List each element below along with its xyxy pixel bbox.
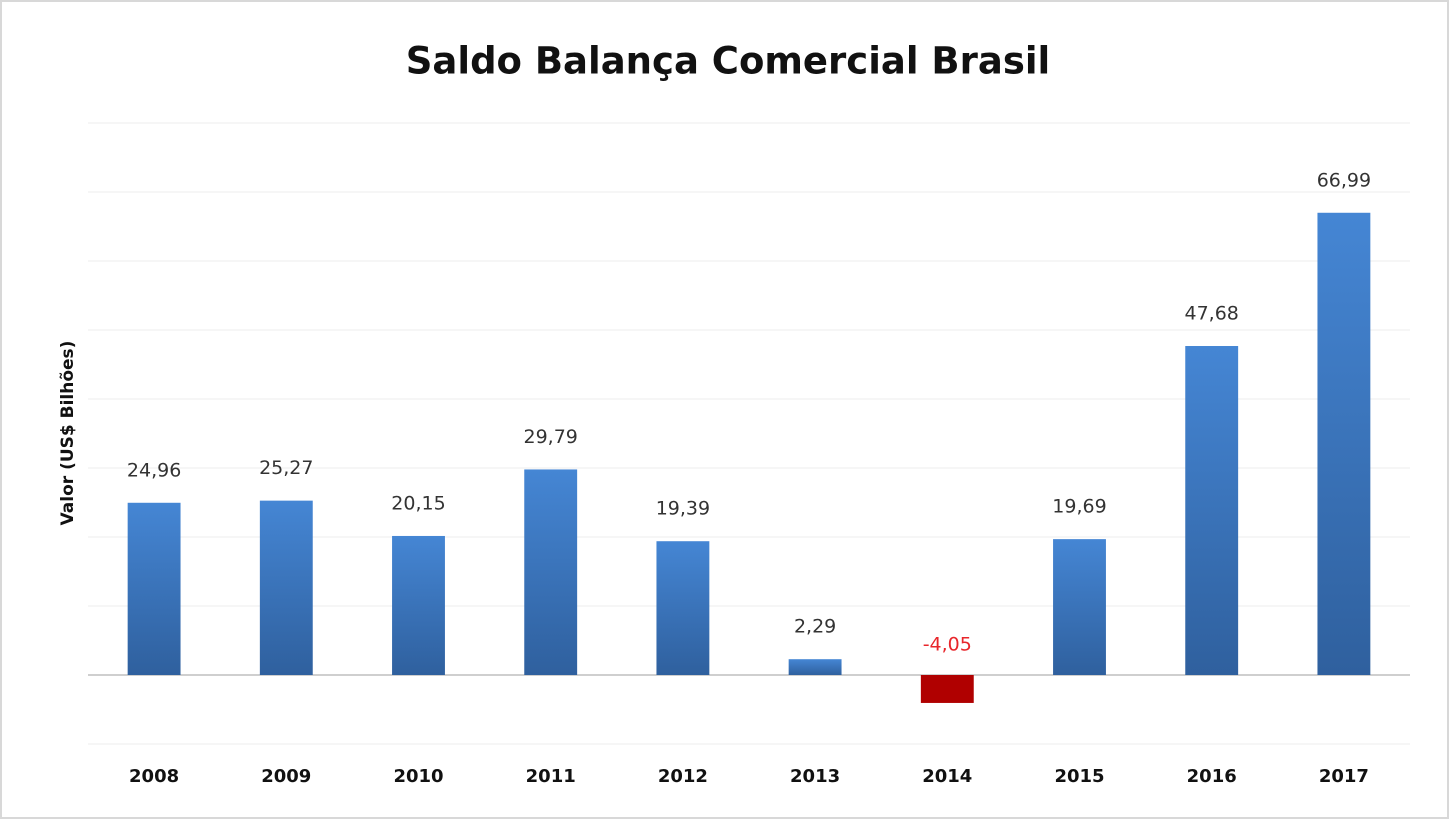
bar: [524, 469, 578, 675]
value-label: 19,39: [656, 498, 710, 520]
bar: [656, 541, 710, 675]
bar: [1317, 212, 1371, 676]
x-tick-label: 2014: [922, 766, 972, 787]
x-tick-label: 2015: [1054, 766, 1104, 787]
bar: [920, 675, 974, 703]
x-tick-label: 2011: [526, 766, 576, 787]
x-tick-label: 2013: [790, 766, 840, 787]
bar: [259, 500, 313, 675]
y-axis-label: Valor (US$ Bilhões): [58, 341, 78, 526]
x-tick-label: 2016: [1187, 766, 1237, 787]
bar: [392, 535, 445, 675]
value-label: -4,05: [923, 634, 972, 656]
bar: [1185, 346, 1239, 675]
x-tick-label: 2017: [1319, 766, 1369, 787]
value-label: 20,15: [391, 492, 445, 514]
bar: [127, 502, 181, 675]
bar: [788, 659, 842, 675]
value-label: 24,96: [127, 459, 181, 481]
x-tick-label: 2008: [129, 766, 179, 787]
value-label: 19,69: [1052, 496, 1106, 518]
value-label: 47,68: [1184, 303, 1238, 325]
value-label: 25,27: [259, 457, 313, 479]
value-label: 66,99: [1317, 169, 1371, 191]
bar: [1053, 539, 1106, 675]
x-tick-label: 2010: [393, 766, 443, 787]
chart-title: Saldo Balança Comercial Brasil: [406, 40, 1050, 83]
value-label: 29,79: [523, 426, 577, 448]
x-tick-label: 2012: [658, 766, 708, 787]
x-tick-label: 2009: [261, 766, 311, 787]
value-label: 2,29: [794, 616, 836, 638]
